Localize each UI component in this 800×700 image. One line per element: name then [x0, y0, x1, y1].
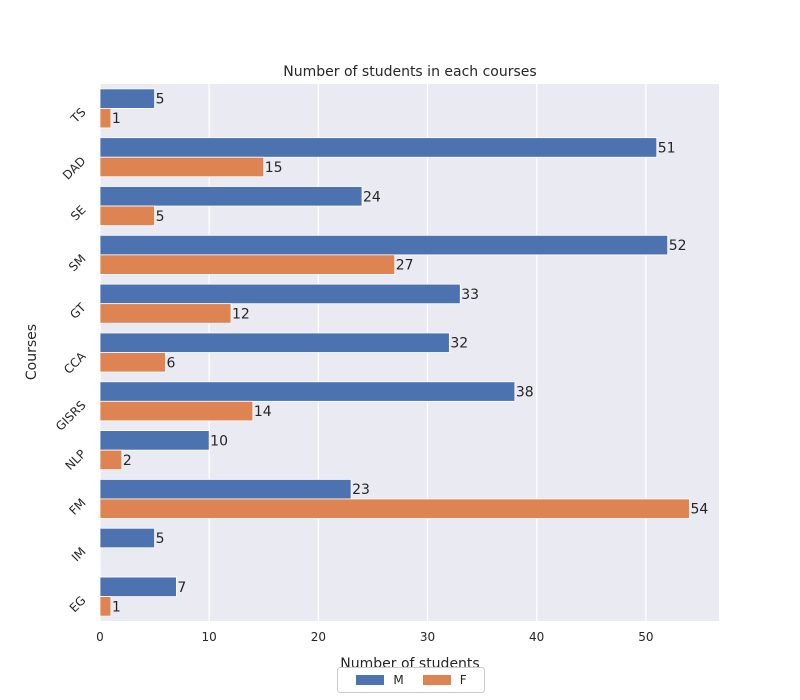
bar-gisrs-m	[99, 381, 516, 402]
x-tick-label-40: 40	[529, 630, 544, 644]
bar-gt-m	[99, 283, 461, 305]
bars	[99, 88, 690, 617]
bar-eg-m	[99, 576, 177, 597]
chart-title: Number of students in each courses	[283, 64, 536, 80]
y-tick-label-ts: TS	[67, 105, 88, 126]
bar-se-m	[99, 186, 363, 207]
bar-fm-m	[99, 479, 352, 500]
y-tick-label-eg: EG	[67, 593, 89, 615]
data-label-dad-m: 51	[658, 140, 676, 156]
x-ticks: 0 10 20 30 40 50	[96, 630, 653, 644]
data-label-gisrs-m: 38	[516, 385, 534, 401]
y-ticks: TS DAD SE SM GT CCA GISRS NLP FM IM EG	[53, 105, 89, 615]
legend-label-m: M	[393, 673, 404, 687]
data-label-fm-m: 23	[352, 482, 370, 498]
bar-ts-f	[99, 108, 112, 129]
data-label-ts-m: 5	[156, 92, 165, 108]
legend-item-m: M	[355, 673, 404, 687]
legend-item-f: F	[421, 673, 467, 687]
bar-ts-m	[99, 88, 155, 109]
data-label-se-m: 24	[363, 189, 381, 205]
data-label-sm-m: 52	[669, 238, 687, 254]
y-tick-label-gisrs: GISRS	[53, 398, 89, 434]
data-label-sm-f: 27	[396, 258, 414, 274]
bar-nlp-m	[99, 430, 210, 451]
bar-sm-f	[99, 254, 396, 275]
bar-eg-f	[99, 596, 112, 617]
bar-cca-f	[99, 352, 166, 373]
y-tick-label-cca: CCA	[61, 349, 89, 377]
bar-fm-f	[99, 498, 690, 519]
data-label-eg-f: 1	[112, 599, 121, 615]
data-label-cca-f: 6	[167, 355, 176, 371]
data-label-ts-f: 1	[112, 111, 121, 127]
bar-nlp-f	[99, 449, 123, 471]
y-tick-label-dad: DAD	[60, 154, 89, 183]
bar-cca-m	[99, 332, 450, 353]
bar-dad-f	[99, 156, 265, 178]
x-tick-label-50: 50	[638, 630, 653, 644]
data-label-gt-m: 33	[461, 287, 479, 303]
legend-swatch-f	[421, 674, 452, 686]
y-axis-label: Courses	[24, 324, 40, 380]
legend-label-f: F	[459, 673, 467, 687]
bar-gt-f	[99, 303, 232, 324]
legend: M F	[337, 667, 485, 693]
bar-se-f	[99, 205, 155, 226]
bar-gisrs-f	[99, 400, 254, 422]
y-tick-label-sm: SM	[66, 252, 89, 275]
data-label-cca-m: 32	[450, 336, 468, 352]
data-label-im-m: 5	[156, 531, 165, 547]
y-tick-label-gt: GT	[67, 300, 89, 322]
data-label-eg-m: 7	[177, 580, 186, 596]
x-tick-label-10: 10	[202, 630, 217, 644]
y-tick-label-im: IM	[69, 544, 89, 564]
x-tick-label-30: 30	[420, 630, 435, 644]
data-label-se-f: 5	[156, 209, 165, 225]
legend-swatch-m	[355, 674, 386, 686]
bar-dad-m	[99, 137, 658, 158]
y-tick-label-fm: FM	[66, 496, 88, 518]
data-label-gisrs-f: 14	[254, 404, 272, 420]
x-tick-label-20: 20	[311, 630, 326, 644]
data-label-gt-f: 12	[232, 306, 250, 322]
bar-im-m	[99, 527, 155, 549]
data-label-fm-f: 54	[691, 502, 709, 518]
x-tick-label-0: 0	[96, 630, 104, 644]
data-label-nlp-f: 2	[123, 453, 132, 469]
y-tick-label-nlp: NLP	[62, 447, 88, 473]
data-label-dad-f: 15	[265, 160, 283, 176]
y-tick-label-se: SE	[68, 203, 89, 224]
data-label-nlp-m: 10	[210, 433, 228, 449]
bar-sm-m	[99, 234, 669, 256]
